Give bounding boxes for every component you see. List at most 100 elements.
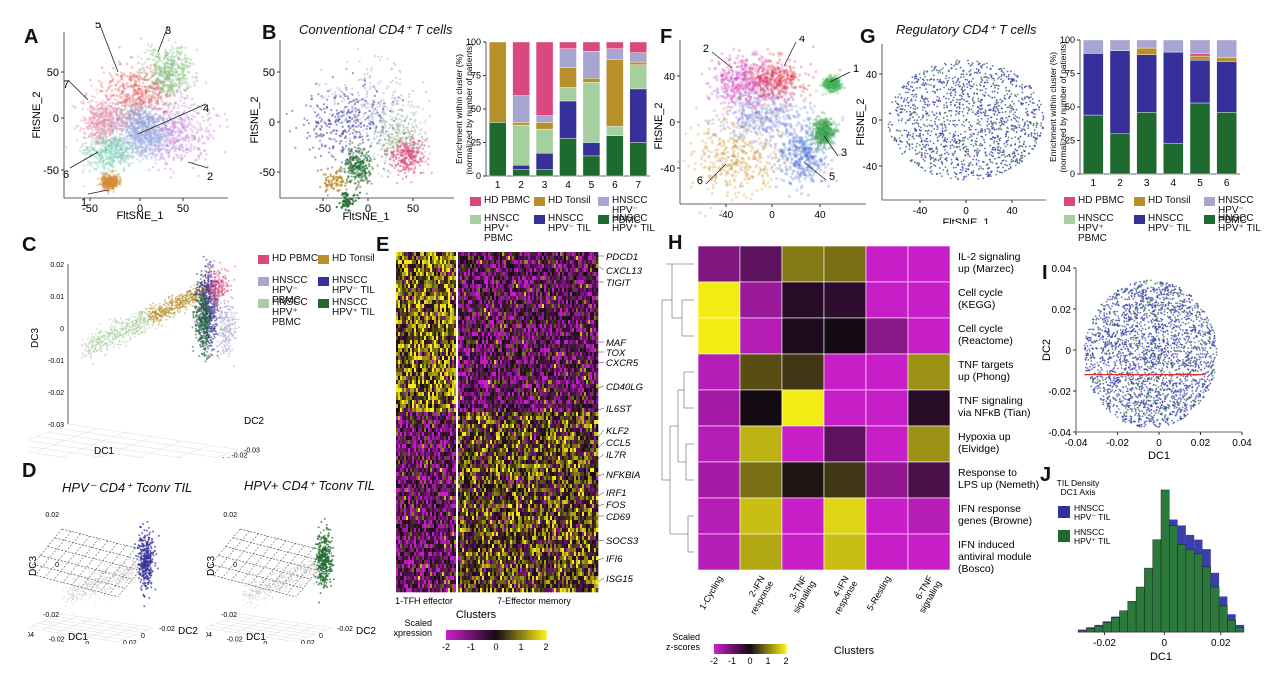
j-bar-hpvpos <box>1235 627 1245 633</box>
a-cluster-leader <box>137 103 207 135</box>
f-cluster-label: 5 <box>829 171 835 183</box>
legend-item: HNSCC HPV⁻ PBMC <box>598 196 660 226</box>
bar-segment <box>1216 112 1237 175</box>
d-ztick: 0 <box>55 562 59 569</box>
legend-g: HD PBMC HD Tonsil HNSCC HPV⁻ PBMC HNSCC HPV… <box>1064 196 1274 244</box>
d-til <box>133 521 160 608</box>
c-ztick: 0.02 <box>50 262 64 269</box>
e-gene-label: TIGIT <box>606 278 631 289</box>
panel-label-c: C <box>22 234 36 257</box>
panel-label-b: B <box>262 22 276 45</box>
legend-item: HNSCC HPV⁺ PBMC <box>258 298 308 328</box>
h-cell <box>865 353 909 391</box>
legend-label: HNSCC HPV⁻ TIL <box>548 214 591 234</box>
d-ztick: -0.02 <box>43 612 59 619</box>
f-cluster <box>762 106 842 198</box>
b-xtick: 0 <box>365 203 371 215</box>
d-ztick: 0.02 <box>223 512 237 519</box>
legend-label: HD Tonsil <box>332 254 375 264</box>
d-ztick: -0.02 <box>221 612 237 619</box>
chart-i-scatter: -0.04 -0.02 0 0.02 0.04 0.04 0.02 0 -0.02 -0.04 DC… <box>1042 264 1252 462</box>
d-til <box>313 517 335 604</box>
bar-segment <box>512 122 530 126</box>
h-cell <box>781 389 825 427</box>
legend-swatch <box>1134 197 1145 206</box>
e-gene-label: CXCR5 <box>606 358 639 369</box>
f-cluster-label: 1 <box>853 63 859 75</box>
bar-segment <box>1109 39 1131 51</box>
d-xtick: -0.02 <box>227 637 243 644</box>
panel-label-h: H <box>668 232 682 255</box>
legend-label: HNSCC HPV⁺ TIL <box>1218 214 1261 234</box>
legend-item: HNSCC HPV⁻ TIL <box>1134 214 1191 234</box>
j-bar-hpvpos <box>1210 586 1220 633</box>
j-bar-hpvpos <box>1152 539 1162 633</box>
e-gene-label: CD69 <box>606 512 631 523</box>
h-cell <box>823 353 867 391</box>
e-gene-leader <box>597 407 605 411</box>
h-cell <box>865 281 909 319</box>
bar-segment <box>535 41 554 116</box>
legend-swatch <box>1134 215 1145 224</box>
bar-segment <box>629 61 647 65</box>
d-xtick: -0.04 <box>206 632 212 639</box>
h-col-label: 3-TNFsignaling <box>782 574 817 615</box>
h-row-label: IFN induced antiviral module (Bosco) <box>958 539 1032 575</box>
j-xtick: -0.02 <box>1093 638 1116 649</box>
legend-label: HNSCC HPV⁺ PBMC <box>484 214 520 244</box>
j-legend-label: HNSCC HPV⁺ TIL <box>1074 527 1111 546</box>
a-ytick: 0 <box>53 113 59 125</box>
legend-item: HD Tonsil <box>318 254 375 264</box>
a-xtick: 0 <box>137 203 143 215</box>
panel-label-j: J <box>1040 464 1051 487</box>
j-bar-hpvpos <box>1160 489 1170 633</box>
bar-segment <box>1136 54 1157 113</box>
h-cell <box>823 425 867 463</box>
h-cell <box>697 317 741 355</box>
panel-label-g: G <box>860 26 876 49</box>
legend-swatch <box>1064 197 1075 206</box>
tsne-a-cluster <box>65 84 135 156</box>
b-ytick: 50 <box>263 67 275 79</box>
chart-c-3d: -0.03-0.02-0.0100.010.02-0.04-0.03-0.02-… <box>28 255 264 458</box>
j-legend-swatch <box>1058 530 1070 542</box>
chart-g-tsne: -40 0 40 40 0 -40 FltSNE_1 FltSNE_2 <box>856 44 1046 224</box>
e-group-label: 7-Effector memory <box>497 596 571 606</box>
d-zlabel: DC3 <box>206 556 217 576</box>
e-xlabel: Clusters <box>456 609 497 621</box>
e-gene-leader <box>597 557 605 561</box>
d-xtick: 0 <box>85 641 89 644</box>
bar-segment <box>489 122 507 177</box>
bar-segment <box>629 88 647 143</box>
i-ytick: -0.04 <box>1048 428 1071 439</box>
e-gene-label: SOCS3 <box>606 536 639 547</box>
legend-swatch <box>258 299 269 308</box>
a-xtick: -50 <box>82 203 98 215</box>
bar-category-label: 3 <box>542 180 548 191</box>
g-xtick: 0 <box>963 206 969 217</box>
a-cluster-leader <box>157 25 169 53</box>
title-hpvpos-tconv: HPV+ CD4⁺ Tconv TIL <box>244 478 375 494</box>
legend-item: HNSCC HPV⁻ PBMC <box>1204 196 1274 226</box>
bar-ytick: 75 <box>1065 69 1075 79</box>
h-cell <box>781 281 825 319</box>
bar-segment <box>1189 53 1211 57</box>
bar-segment <box>1136 47 1157 55</box>
title-hpvneg-tconv: HPV⁻ CD4⁺ Tconv TIL <box>62 480 192 496</box>
h-cell <box>781 497 825 535</box>
bar-segment <box>559 67 577 88</box>
h-col-label: 4-IFNresponse <box>824 574 860 616</box>
h-cell <box>865 533 909 571</box>
tsne-b-tonsil <box>316 166 360 197</box>
legend-swatch <box>1204 215 1215 224</box>
c-ztick: 0 <box>60 326 64 333</box>
b-ytick: 0 <box>269 117 275 129</box>
f-cluster-leader <box>783 41 797 67</box>
bar-segment <box>512 169 530 177</box>
h-cell <box>907 533 951 571</box>
b-xtick: 50 <box>407 203 419 215</box>
legend-swatch <box>470 215 481 224</box>
bar-segment <box>1189 39 1211 54</box>
bar-segment <box>535 122 554 130</box>
i-ytick: 0.02 <box>1052 305 1072 316</box>
